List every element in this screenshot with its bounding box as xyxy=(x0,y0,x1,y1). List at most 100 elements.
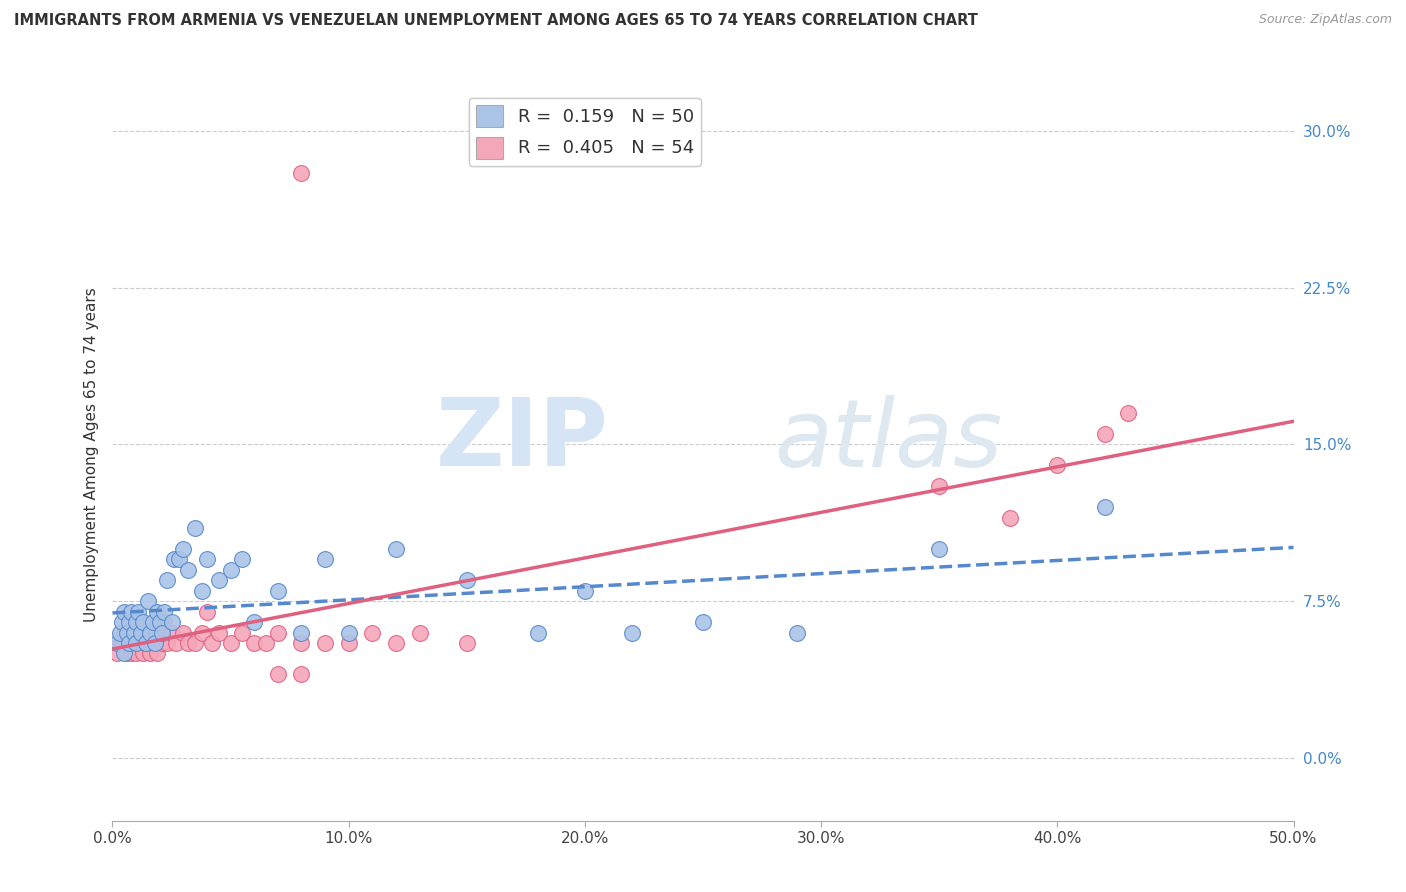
Point xyxy=(115,625,138,640)
Point xyxy=(142,615,165,629)
Point xyxy=(142,636,165,650)
Point xyxy=(231,552,253,566)
Point xyxy=(208,574,231,588)
Text: atlas: atlas xyxy=(773,395,1002,486)
Point xyxy=(574,583,596,598)
Point xyxy=(115,625,138,640)
Point xyxy=(127,636,149,650)
Point xyxy=(122,636,145,650)
Point xyxy=(125,636,148,650)
Y-axis label: Unemployment Among Ages 65 to 74 years: Unemployment Among Ages 65 to 74 years xyxy=(83,287,98,623)
Point xyxy=(195,552,218,566)
Point xyxy=(118,636,141,650)
Point xyxy=(243,636,266,650)
Point xyxy=(165,636,187,650)
Point xyxy=(111,615,134,629)
Point xyxy=(254,636,277,650)
Point xyxy=(385,541,408,556)
Point xyxy=(146,647,169,661)
Point xyxy=(108,625,131,640)
Point xyxy=(160,615,183,629)
Point xyxy=(115,647,138,661)
Point xyxy=(314,552,336,566)
Point xyxy=(928,479,950,493)
Point xyxy=(208,625,231,640)
Point xyxy=(111,636,134,650)
Point xyxy=(156,574,179,588)
Point xyxy=(160,625,183,640)
Text: Source: ZipAtlas.com: Source: ZipAtlas.com xyxy=(1258,13,1392,27)
Point xyxy=(219,563,242,577)
Point xyxy=(267,625,290,640)
Point xyxy=(150,625,173,640)
Point xyxy=(163,552,186,566)
Point xyxy=(105,647,128,661)
Point xyxy=(456,574,478,588)
Point xyxy=(143,636,166,650)
Point xyxy=(167,552,190,566)
Point xyxy=(177,563,200,577)
Point xyxy=(172,625,194,640)
Point xyxy=(998,510,1021,524)
Point xyxy=(1094,500,1116,515)
Point xyxy=(195,605,218,619)
Point xyxy=(231,625,253,640)
Text: ZIP: ZIP xyxy=(436,394,609,486)
Point xyxy=(219,636,242,650)
Point xyxy=(456,636,478,650)
Point xyxy=(139,647,162,661)
Point xyxy=(112,625,135,640)
Point xyxy=(290,625,312,640)
Point xyxy=(112,647,135,661)
Point xyxy=(135,636,157,650)
Point xyxy=(156,636,179,650)
Point xyxy=(105,636,128,650)
Legend: R =  0.159   N = 50, R =  0.405   N = 54: R = 0.159 N = 50, R = 0.405 N = 54 xyxy=(468,98,702,166)
Point xyxy=(408,625,430,640)
Point xyxy=(125,625,148,640)
Point xyxy=(120,625,142,640)
Point xyxy=(184,521,207,535)
Point xyxy=(361,625,384,640)
Point xyxy=(149,615,172,629)
Point xyxy=(108,636,131,650)
Point xyxy=(153,615,176,629)
Point xyxy=(150,636,173,650)
Point xyxy=(122,625,145,640)
Point xyxy=(118,636,141,650)
Point xyxy=(337,625,360,640)
Point xyxy=(1046,458,1069,473)
Point xyxy=(132,615,155,629)
Point xyxy=(136,625,159,640)
Point xyxy=(267,667,290,681)
Point xyxy=(143,625,166,640)
Point xyxy=(1094,427,1116,442)
Point xyxy=(127,605,149,619)
Point xyxy=(125,647,148,661)
Point xyxy=(129,625,152,640)
Point xyxy=(149,625,172,640)
Point xyxy=(172,541,194,556)
Point xyxy=(146,605,169,619)
Point xyxy=(385,636,408,650)
Text: IMMIGRANTS FROM ARMENIA VS VENEZUELAN UNEMPLOYMENT AMONG AGES 65 TO 74 YEARS COR: IMMIGRANTS FROM ARMENIA VS VENEZUELAN UN… xyxy=(14,13,979,29)
Point xyxy=(290,636,312,650)
Point xyxy=(129,625,152,640)
Point xyxy=(786,625,808,640)
Point xyxy=(191,583,214,598)
Point xyxy=(177,636,200,650)
Point xyxy=(153,605,176,619)
Point xyxy=(692,615,714,629)
Point xyxy=(290,166,312,180)
Point xyxy=(191,625,214,640)
Point xyxy=(139,625,162,640)
Point xyxy=(290,667,312,681)
Point xyxy=(201,636,224,650)
Point xyxy=(184,636,207,650)
Point xyxy=(112,605,135,619)
Point xyxy=(120,605,142,619)
Point xyxy=(526,625,548,640)
Point xyxy=(267,583,290,598)
Point xyxy=(314,636,336,650)
Point xyxy=(243,615,266,629)
